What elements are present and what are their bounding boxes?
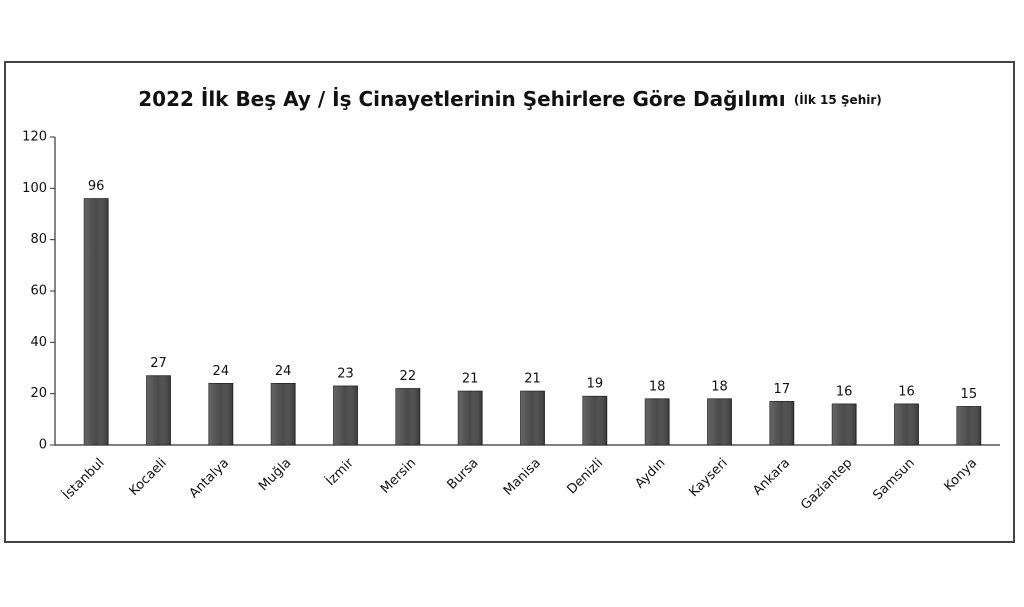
chart-title-group: 2022 İlk Beş Ay / İş Cinayetlerinin Şehi… <box>138 87 882 111</box>
bar-shade <box>769 401 794 445</box>
bar-shade <box>271 383 296 445</box>
y-tick-label: 80 <box>30 232 47 247</box>
value-label: 17 <box>774 382 791 397</box>
y-tick-label: 0 <box>39 438 47 453</box>
value-label: 21 <box>524 372 541 387</box>
y-tick-label: 20 <box>30 386 47 401</box>
y-tick-label: 100 <box>22 181 47 196</box>
bar-shade <box>84 198 109 445</box>
bar-shade <box>707 398 732 445</box>
y-tick-label: 60 <box>30 284 47 299</box>
bar-shade <box>645 398 670 445</box>
chart-subtitle: (İlk 15 Şehir) <box>794 92 882 107</box>
bar-shade <box>208 383 233 445</box>
bar-shade <box>458 391 483 445</box>
value-label: 23 <box>337 366 354 381</box>
value-label: 15 <box>961 387 978 402</box>
value-label: 18 <box>711 379 728 394</box>
value-label: 19 <box>587 377 604 392</box>
chart-title: 2022 İlk Beş Ay / İş Cinayetlerinin Şehi… <box>138 87 785 111</box>
value-label: 24 <box>213 364 230 379</box>
bar-shade <box>395 388 420 445</box>
bar-shade <box>832 403 857 445</box>
value-label: 27 <box>150 356 167 371</box>
value-label: 21 <box>462 372 479 387</box>
bar-shade <box>582 396 607 445</box>
value-label: 22 <box>400 369 417 384</box>
bar-shade <box>146 375 171 445</box>
y-tick-label: 40 <box>30 335 47 350</box>
value-label: 24 <box>275 364 292 379</box>
bar-shade <box>520 391 545 445</box>
value-label: 16 <box>836 384 853 399</box>
chart-frame <box>4 61 1015 543</box>
bar-shade <box>333 385 358 445</box>
bar-shade <box>894 403 919 445</box>
value-label: 96 <box>88 179 105 194</box>
value-label: 18 <box>649 379 666 394</box>
bar-shade <box>956 406 981 445</box>
value-label: 16 <box>898 384 915 399</box>
y-tick-label: 120 <box>22 130 47 145</box>
